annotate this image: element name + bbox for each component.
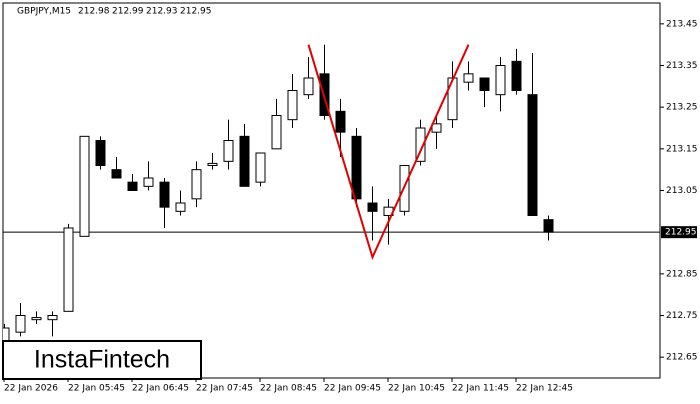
y-tick-label: 213.05	[666, 186, 698, 196]
chart-title: GBPJPY,M15	[17, 7, 71, 17]
header-value: 212.95	[180, 7, 212, 17]
x-tick-label: 22 Jan 10:45	[388, 384, 445, 394]
candle-body	[79, 135, 90, 237]
x-tick-label: 22 Jan 09:45	[324, 384, 381, 394]
candle-body	[191, 169, 202, 200]
x-tick-label: 22 Jan 05:45	[68, 384, 125, 394]
y-tick-label: 212.85	[666, 269, 698, 279]
y-tick-label: 213.25	[666, 103, 698, 113]
candle-body	[511, 60, 522, 91]
candle-body	[463, 73, 474, 83]
candle-body	[335, 110, 346, 133]
current-price-box	[661, 226, 697, 239]
x-tick-label: 22 Jan 07:45	[196, 384, 253, 394]
y-tick-label: 212.75	[666, 311, 698, 321]
y-tick-label: 213.35	[666, 61, 698, 71]
candle-body	[303, 77, 314, 96]
x-tick-label: 22 Jan 06:45	[132, 384, 189, 394]
candle-body	[287, 90, 298, 121]
candle-body	[15, 315, 26, 333]
x-tick-label: 22 Jan 2026	[4, 384, 58, 394]
candle-body	[223, 140, 234, 162]
candle-body	[159, 181, 170, 208]
candle-body	[351, 135, 362, 200]
header-value: 212.98	[78, 7, 110, 17]
candle-body	[543, 219, 554, 233]
candle-body	[415, 127, 426, 162]
candle-body	[111, 169, 122, 179]
pattern-line	[307, 44, 470, 261]
current-price-label: 212.95	[665, 228, 697, 238]
candle-body	[479, 77, 490, 91]
y-tick-label: 213.15	[666, 144, 698, 154]
y-tick-label: 213.45	[666, 19, 698, 29]
header-value: 212.99	[112, 7, 144, 17]
candle-body	[367, 202, 378, 212]
candle-body	[447, 77, 458, 121]
candle-body	[143, 177, 154, 187]
candle-body	[63, 227, 74, 312]
candle-body	[175, 202, 186, 212]
candle-body	[255, 152, 266, 183]
candle-body	[95, 140, 106, 166]
plot	[3, 44, 660, 345]
candle-body	[271, 115, 282, 150]
x-tick-label: 22 Jan 08:45	[260, 384, 317, 394]
y-tick-label: 212.65	[666, 353, 698, 363]
watermark: InstaFintech	[34, 346, 170, 374]
candle-body	[47, 315, 58, 321]
candle-body	[207, 162, 218, 167]
x-tick-label: 22 Jan 12:45	[516, 384, 573, 394]
x-tick-label: 22 Jan 11:45	[452, 384, 509, 394]
header-value: 212.93	[146, 7, 178, 17]
candle-body	[127, 181, 138, 192]
candle-body	[239, 135, 250, 187]
candle-body	[527, 94, 538, 216]
candle-body	[431, 123, 442, 133]
candle-body	[495, 65, 506, 96]
candle-body	[31, 317, 42, 321]
watermark-box	[2, 340, 202, 380]
